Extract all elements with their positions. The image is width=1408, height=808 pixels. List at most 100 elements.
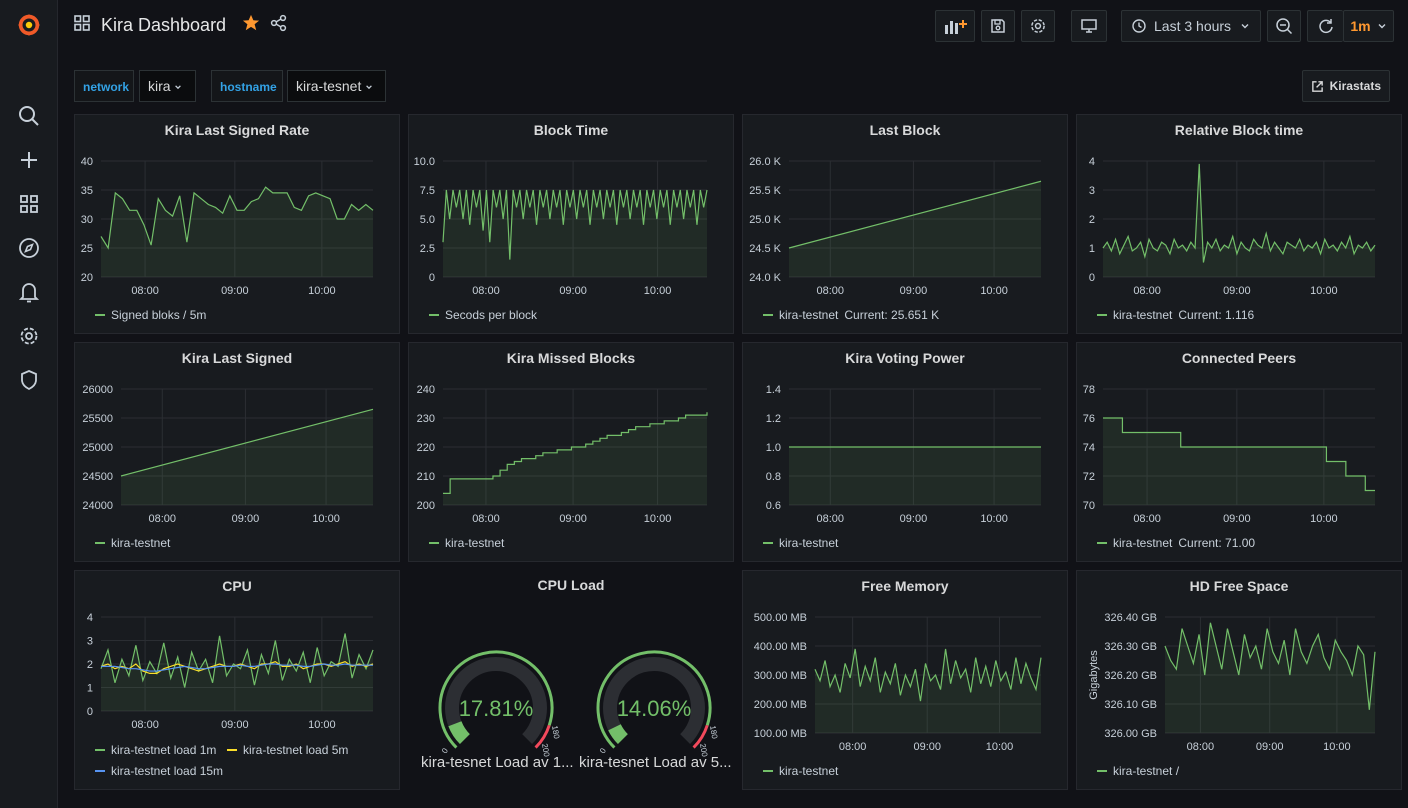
series-area [101, 187, 373, 277]
zoom-out-icon [1276, 18, 1293, 35]
panel-cpu-load[interactable]: CPU Load 17.81% 0 180 200 kira-tesnet Load av… [408, 570, 734, 790]
dashboard-grid-icon[interactable] [73, 14, 91, 37]
legend-item[interactable]: Secods per block [429, 308, 537, 322]
y-tick-label: 220 [417, 442, 435, 454]
panel-title[interactable]: Kira Last Signed Rate [164, 122, 310, 138]
gauge-threshold-green [596, 650, 712, 749]
legend-item[interactable]: kira-testnet / [1097, 764, 1179, 778]
legend-item[interactable]: kira-testnet [763, 536, 838, 550]
legend-swatch [1097, 770, 1107, 772]
panel-title[interactable]: Last Block [869, 122, 941, 138]
panel-title[interactable]: CPU Load [537, 577, 605, 593]
grafana-logo-icon[interactable] [16, 12, 42, 38]
legend-label: Secods per block [445, 308, 538, 322]
gauge-min-label: 0 [598, 746, 608, 755]
y-tick-label: 1 [87, 683, 93, 695]
x-tick-label: 09:00 [1256, 741, 1284, 753]
y-tick-label: 230 [417, 413, 435, 425]
zoom-out-button[interactable] [1267, 10, 1301, 42]
x-tick-label: 10:00 [644, 285, 672, 297]
legend-item[interactable]: kira-testnet [763, 764, 838, 778]
panel-hd-free-space[interactable]: HD Free Space 326.40 GB 326.30 GB 326.20 GB… [1076, 570, 1402, 790]
panel-title[interactable]: Free Memory [861, 578, 949, 594]
panel-title[interactable]: Block Time [533, 122, 609, 138]
chart-cpu: 4 3 2 1 0 08:00 09:00 10:00 [87, 612, 374, 731]
gauge-value-arc [448, 720, 471, 745]
panel-kira-voting-power[interactable]: Kira Voting Power 1.4 1.2 1.0 0.8 0.6 08:00 09:… [742, 342, 1068, 562]
variable-select-network[interactable]: kira [139, 70, 196, 102]
shield-icon[interactable] [16, 367, 42, 393]
series-line-kira-testnet [1164, 622, 1376, 710]
legend-item[interactable]: kira-testnet Current: 71.00 [1097, 536, 1255, 550]
y-tick-label: 1 [1089, 243, 1095, 255]
y-tick-label: 326.20 GB [1104, 670, 1157, 682]
legend-item[interactable]: kira-testnet load 15m [95, 764, 223, 778]
legend-current-value: Current: 71.00 [1178, 536, 1256, 550]
x-tick-label: 08:00 [817, 285, 845, 297]
panel-block-time[interactable]: Block Time 10.0 7.5 5.0 2.5 0 08:00 09:00 10:00 S… [408, 114, 734, 334]
panel-connected-peers[interactable]: Connected Peers 78 76 74 72 70 08:00 09:00 10:00… [1076, 342, 1402, 562]
panel-title[interactable]: Kira Missed Blocks [506, 350, 636, 366]
cycle-view-mode-button[interactable] [1071, 10, 1107, 42]
series-area [1103, 418, 1375, 505]
dashboard-title[interactable]: Kira Dashboard [101, 15, 227, 35]
panel-title[interactable]: Kira Last Signed [181, 350, 293, 366]
legend-swatch [763, 542, 773, 544]
share-icon[interactable] [270, 14, 288, 37]
legend-item[interactable]: kira-testnet [95, 536, 170, 550]
star-icon[interactable] [242, 14, 260, 37]
panel-last-block[interactable]: Last Block 26.0 K 25.5 K 25.0 K 24.5 K 24.0 K… [742, 114, 1068, 334]
panel-kira-last-signed[interactable]: Kira Last Signed 26000 25500 25000 24500 2400… [74, 342, 400, 562]
series-line-kira-testnet [1103, 417, 1375, 492]
bell-icon[interactable] [16, 279, 42, 305]
dashboards-icon[interactable] [16, 191, 42, 217]
x-tick-label: 08:00 [839, 741, 867, 753]
series-line-signed-bloks-5m [100, 186, 374, 250]
panel-title[interactable]: CPU [222, 578, 252, 594]
x-tick-label: 10:00 [986, 741, 1014, 753]
kirastats-link[interactable]: Kirastats [1301, 70, 1390, 102]
panel-title[interactable]: HD Free Space [1189, 578, 1289, 594]
time-range-picker[interactable]: Last 3 hours [1121, 10, 1261, 42]
panel-title[interactable]: Kira Voting Power [845, 350, 965, 366]
panel-cpu[interactable]: CPU 4 3 2 1 0 08:00 09:00 10:00 kira-testnet load… [74, 570, 400, 790]
y-tick-label: 0.6 [766, 500, 781, 512]
x-tick-label: 09:00 [559, 513, 587, 525]
x-tick-label: 10:00 [308, 719, 336, 731]
dashboard-settings-button[interactable] [1021, 10, 1055, 42]
variable-select-hostname[interactable]: kira-tesnet [287, 70, 386, 102]
plus-icon[interactable] [16, 147, 42, 173]
x-tick-label: 10:00 [1310, 285, 1338, 297]
legend-item[interactable]: kira-testnet load 1m [95, 743, 216, 757]
series-area [815, 648, 1041, 733]
panel-free-memory[interactable]: Free Memory 500.00 MB 400.00 MB 300.00 MB 20… [742, 570, 1068, 790]
panel-relative-block-time[interactable]: Relative Block time 4 3 2 1 0 08:00 09:00 10:00 k… [1076, 114, 1402, 334]
legend-item[interactable]: kira-testnet [429, 536, 504, 550]
panel-title[interactable]: Connected Peers [1181, 350, 1297, 366]
gauge-threshold-red [534, 724, 551, 749]
gear-icon[interactable] [16, 323, 42, 349]
y-tick-label: 326.00 GB [1104, 728, 1157, 740]
legend-label: kira-testnet / [1113, 764, 1180, 778]
series-area [121, 409, 373, 505]
y-tick-label: 0 [1089, 272, 1095, 284]
compass-icon[interactable] [16, 235, 42, 261]
panel-kira-missed-blocks[interactable]: Kira Missed Blocks 240 230 220 210 200 08:00 09… [408, 342, 734, 562]
x-tick-label: 08:00 [1187, 741, 1215, 753]
legend-item[interactable]: kira-testnet Current: 1.116 [1097, 308, 1254, 322]
search-icon[interactable] [16, 103, 42, 129]
panel-kira-last-signed-rate[interactable]: Kira Last Signed Rate 40 35 30 25 20 08:00 09:0… [74, 114, 400, 334]
legend-item[interactable]: kira-testnet load 5m [227, 743, 348, 757]
legend-item[interactable]: kira-testnet Current: 25.651 K [763, 308, 939, 322]
y-tick-label: 400.00 MB [754, 641, 807, 653]
refresh-button[interactable] [1307, 10, 1343, 42]
save-dashboard-button[interactable] [981, 10, 1015, 42]
legend-item[interactable]: Signed bloks / 5m [95, 308, 206, 322]
panel-title[interactable]: Relative Block time [1174, 122, 1304, 138]
add-panel-button[interactable] [935, 10, 975, 42]
refresh-interval-picker[interactable]: 1m [1343, 10, 1394, 42]
legend-label: kira-testnet [111, 536, 171, 550]
y-tick-label: 5.0 [420, 214, 435, 226]
y-tick-label: 25000 [82, 442, 113, 454]
clock-icon [1132, 19, 1146, 33]
